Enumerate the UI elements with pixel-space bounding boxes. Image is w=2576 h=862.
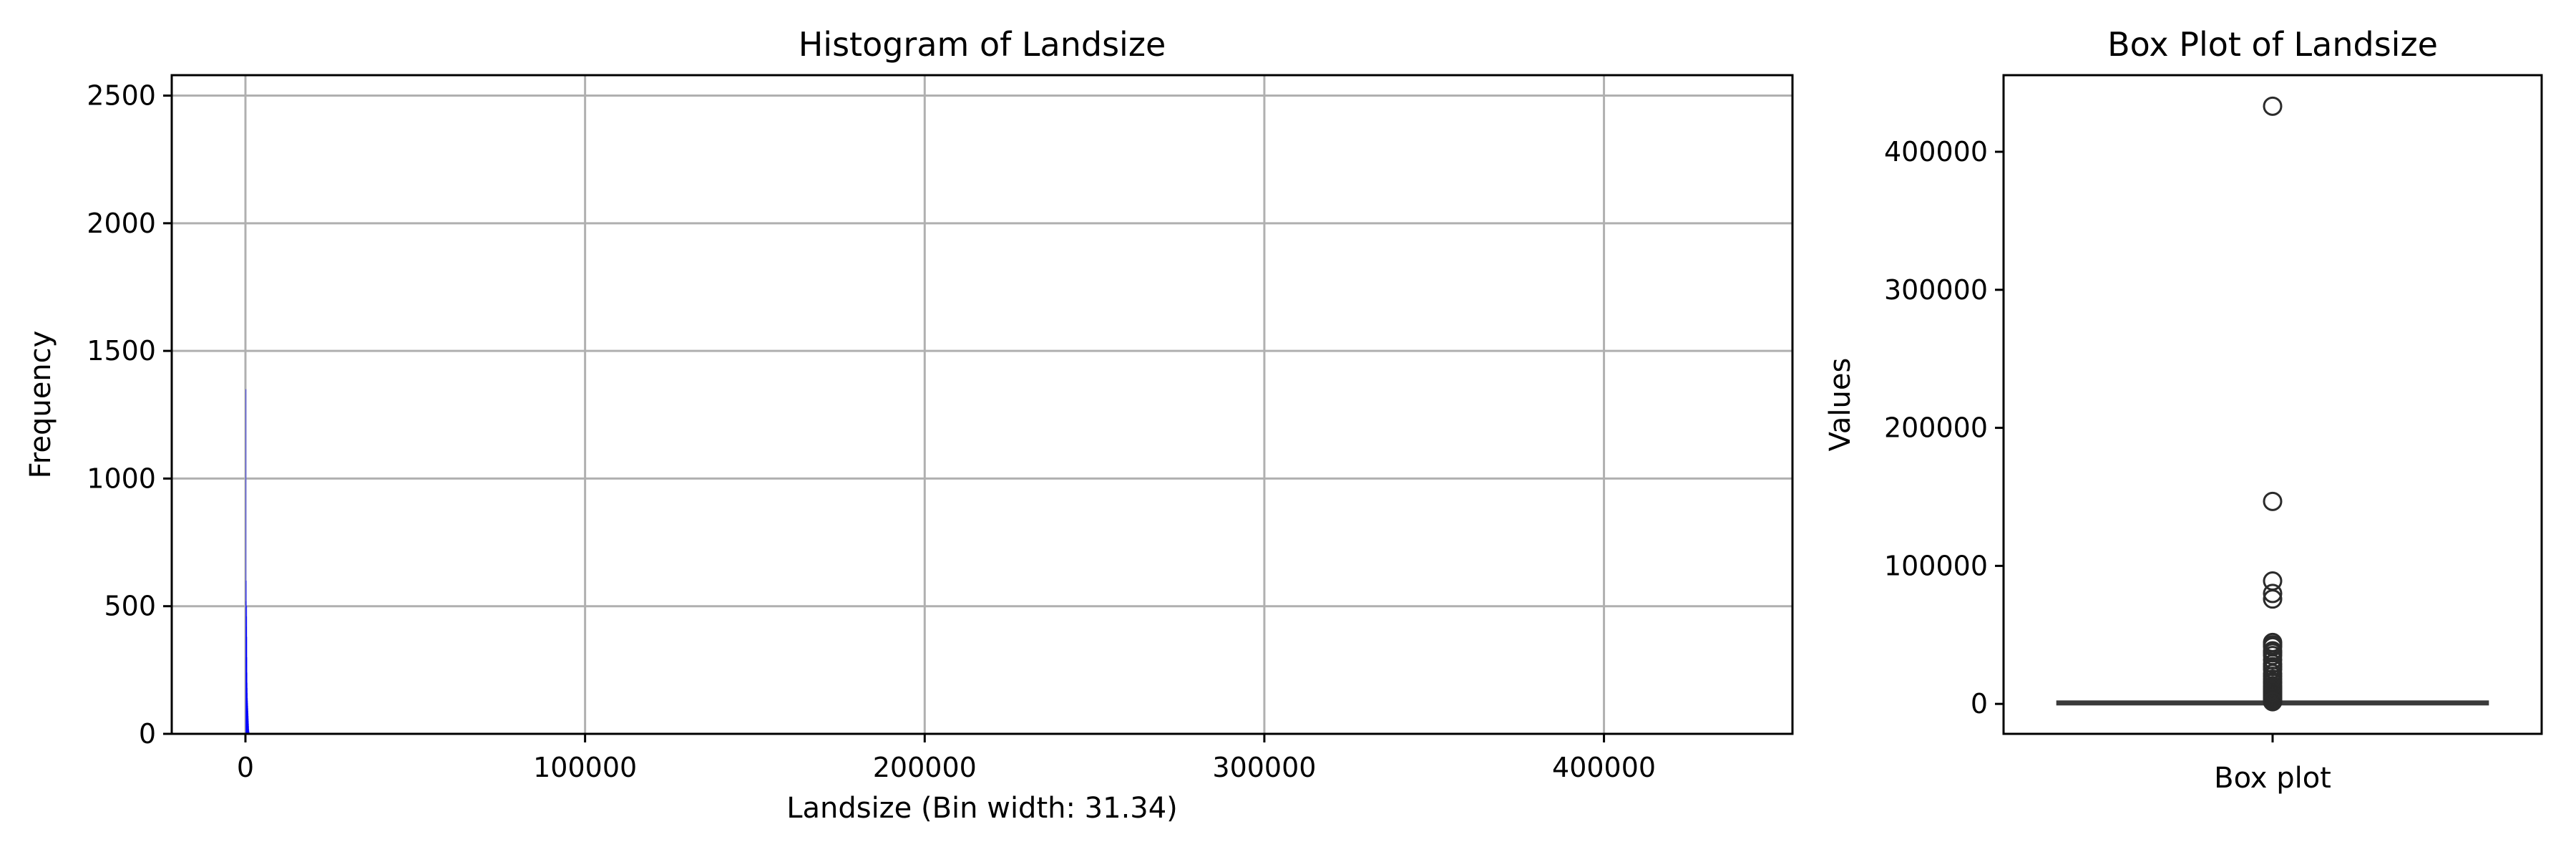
boxplot-y-ticks: 0 100000 200000 300000 400000 bbox=[1884, 136, 2004, 720]
histogram-y-ticks: 0 500 1000 1500 2000 2500 bbox=[87, 80, 172, 750]
histogram-x-tick-label: 200000 bbox=[873, 752, 977, 783]
histogram-panel: 0 100000 200000 300000 400000 0 500 1000 1500 20… bbox=[24, 25, 1792, 825]
histogram-y-axis-label: Frequency bbox=[24, 331, 57, 479]
histogram-x-tick-label: 0 bbox=[237, 752, 254, 783]
boxplot-x-axis-label: Box plot bbox=[2214, 762, 2331, 795]
histogram-y-tick-label: 1000 bbox=[87, 463, 156, 494]
histogram-title: Histogram of Landsize bbox=[799, 25, 1166, 64]
histogram-x-axis-label: Landsize (Bin width: 31.34) bbox=[786, 792, 1178, 825]
boxplot-y-tick-label: 300000 bbox=[1884, 274, 1988, 306]
histogram-y-tick-label: 500 bbox=[104, 591, 156, 622]
histogram-y-tick-label: 2500 bbox=[87, 80, 156, 112]
boxplot-y-tick-label: 200000 bbox=[1884, 412, 1988, 444]
boxplot-title: Box Plot of Landsize bbox=[2107, 25, 2438, 64]
histogram-x-ticks: 0 100000 200000 300000 400000 bbox=[237, 734, 1656, 783]
boxplot-y-tick-label: 400000 bbox=[1884, 136, 1988, 168]
boxplot-panel: 0 100000 200000 300000 400000 Box Plot of La… bbox=[1824, 25, 2542, 795]
boxplot-plot-area bbox=[2004, 75, 2542, 734]
histogram-y-tick-label: 2000 bbox=[87, 208, 156, 239]
histogram-x-tick-label: 300000 bbox=[1212, 752, 1316, 783]
histogram-x-tick-label: 400000 bbox=[1552, 752, 1656, 783]
histogram-plot-area bbox=[172, 75, 1792, 734]
boxplot-y-axis-label: Values bbox=[1824, 358, 1857, 452]
histogram-y-tick-label: 0 bbox=[139, 718, 156, 750]
boxplot-y-tick-label: 100000 bbox=[1884, 550, 1988, 581]
histogram-y-tick-label: 1500 bbox=[87, 335, 156, 367]
boxplot-y-tick-label: 0 bbox=[1971, 688, 1988, 720]
histogram-x-tick-label: 100000 bbox=[533, 752, 637, 783]
